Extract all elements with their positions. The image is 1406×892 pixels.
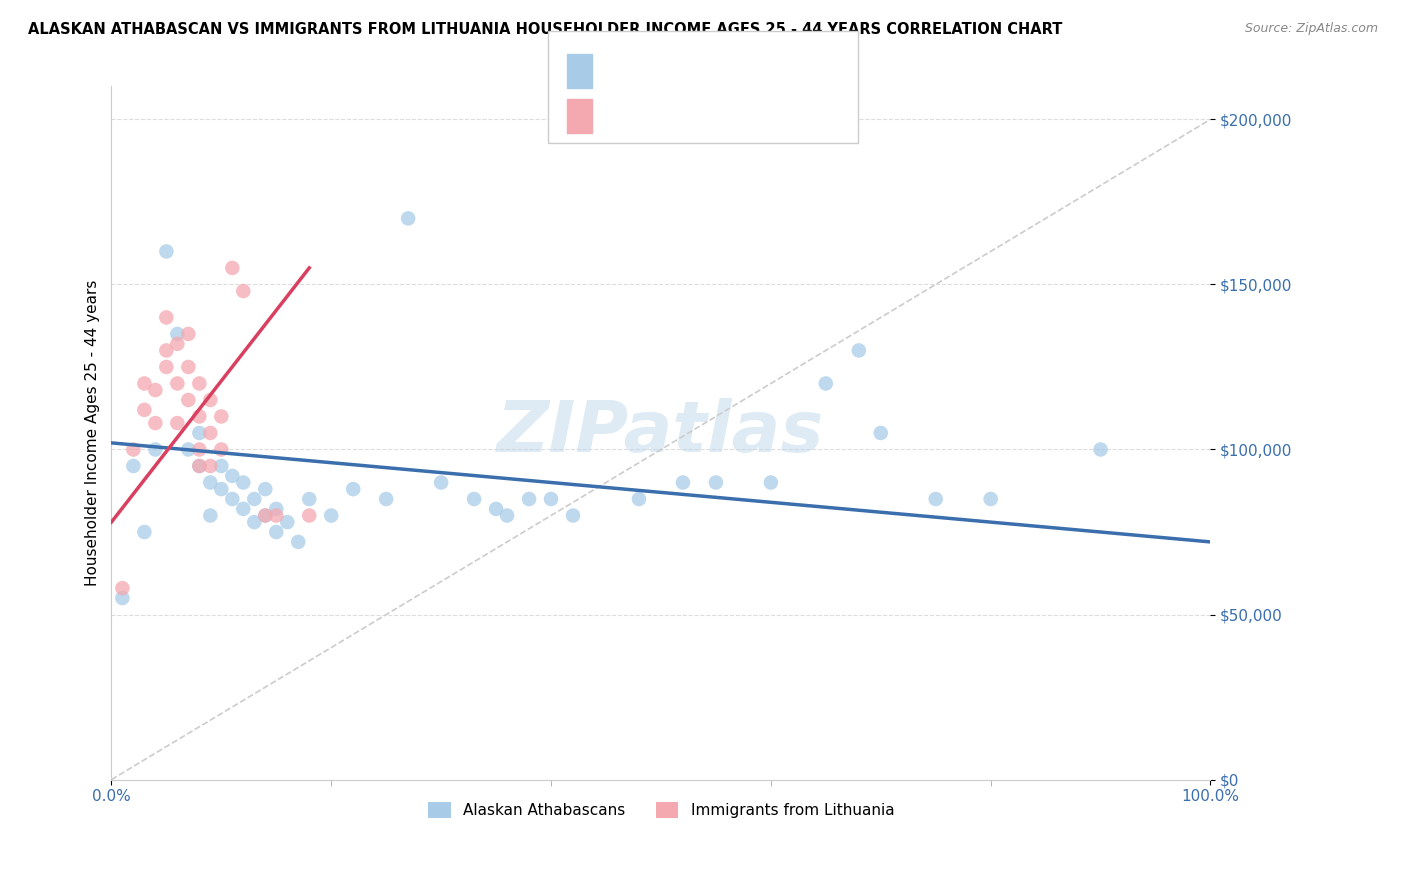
Point xyxy=(221,469,243,483)
Point xyxy=(243,491,266,506)
Point xyxy=(111,581,134,595)
Point xyxy=(496,508,519,523)
Point xyxy=(243,515,266,529)
Point xyxy=(209,442,232,457)
Point xyxy=(287,535,309,549)
Point xyxy=(177,359,200,374)
Point xyxy=(145,416,167,430)
Point xyxy=(155,244,177,259)
Text: R =  0.327   N = 29: R = 0.327 N = 29 xyxy=(600,112,773,128)
Text: ALASKAN ATHABASCAN VS IMMIGRANTS FROM LITHUANIA HOUSEHOLDER INCOME AGES 25 - 44 : ALASKAN ATHABASCAN VS IMMIGRANTS FROM LI… xyxy=(28,22,1063,37)
Point xyxy=(166,326,188,341)
Point xyxy=(254,482,277,496)
Point xyxy=(463,491,485,506)
Point xyxy=(166,416,188,430)
Point xyxy=(221,491,243,506)
Point xyxy=(134,376,156,391)
Point xyxy=(134,524,156,539)
Point xyxy=(177,392,200,407)
Point xyxy=(848,343,870,358)
Point xyxy=(145,442,167,457)
Point xyxy=(672,475,695,490)
Point xyxy=(209,409,232,424)
Point xyxy=(298,491,321,506)
Point xyxy=(869,425,891,440)
Text: R = -0.305   N = 47: R = -0.305 N = 47 xyxy=(600,67,773,82)
Point xyxy=(232,284,254,298)
Legend: Alaskan Athabascans, Immigrants from Lithuania: Alaskan Athabascans, Immigrants from Lit… xyxy=(422,796,900,824)
Point xyxy=(254,508,277,523)
Point xyxy=(200,458,222,473)
Point xyxy=(188,442,211,457)
Point xyxy=(200,392,222,407)
Point xyxy=(232,502,254,516)
Point xyxy=(188,425,211,440)
Point xyxy=(264,502,287,516)
Point xyxy=(111,591,134,605)
Point xyxy=(166,376,188,391)
Text: Source: ZipAtlas.com: Source: ZipAtlas.com xyxy=(1244,22,1378,36)
Point xyxy=(188,458,211,473)
Point xyxy=(814,376,837,391)
Point xyxy=(232,475,254,490)
Point xyxy=(264,508,287,523)
Point xyxy=(166,336,188,351)
Point xyxy=(430,475,453,490)
Point xyxy=(155,359,177,374)
Point xyxy=(188,376,211,391)
Point xyxy=(221,260,243,275)
Point xyxy=(517,491,540,506)
Point xyxy=(276,515,298,529)
Point xyxy=(200,475,222,490)
Point xyxy=(1090,442,1112,457)
Point xyxy=(562,508,585,523)
Text: ZIPatlas: ZIPatlas xyxy=(498,399,825,467)
Point xyxy=(145,383,167,397)
Point xyxy=(177,326,200,341)
Point xyxy=(134,403,156,417)
Point xyxy=(122,442,145,457)
Point xyxy=(342,482,364,496)
Point xyxy=(321,508,343,523)
Point xyxy=(209,458,232,473)
Point xyxy=(200,508,222,523)
Point xyxy=(254,508,277,523)
Point xyxy=(485,502,508,516)
Point xyxy=(264,524,287,539)
Point xyxy=(155,343,177,358)
Point xyxy=(540,491,562,506)
Point xyxy=(209,482,232,496)
Point xyxy=(980,491,1002,506)
Point xyxy=(396,211,419,226)
Point xyxy=(298,508,321,523)
Point xyxy=(759,475,782,490)
Point xyxy=(704,475,727,490)
Y-axis label: Householder Income Ages 25 - 44 years: Householder Income Ages 25 - 44 years xyxy=(86,280,100,586)
Point xyxy=(375,491,398,506)
Point xyxy=(155,310,177,325)
Point xyxy=(200,425,222,440)
Point xyxy=(188,409,211,424)
Point xyxy=(925,491,948,506)
Point xyxy=(122,458,145,473)
Point xyxy=(188,458,211,473)
Point xyxy=(627,491,650,506)
Point xyxy=(177,442,200,457)
